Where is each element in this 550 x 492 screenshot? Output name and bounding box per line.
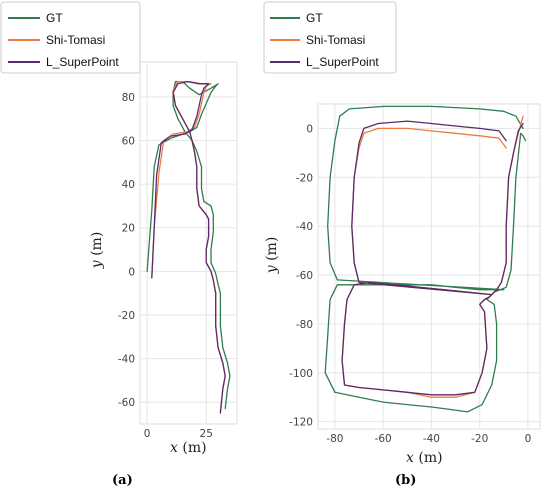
x-tick-label-a: 25 [200, 428, 213, 440]
y-tick-label-a: 20 [122, 223, 135, 235]
series-line-l-superpoint-b [341, 120, 524, 396]
panel-b: -80 -60 -40 -20 0 0 -20 -40 -60 -80 -100 -120 x (m)… [263, 1, 541, 488]
panel-a-xlabel: x (m) [170, 440, 207, 456]
x-tick-label-a: 0 [144, 428, 151, 440]
y-tick-label-a: 40 [122, 179, 135, 191]
legend-b-gt-label: GT [306, 11, 323, 25]
panel-b-xlabel: x (m) [406, 450, 443, 466]
y-tick-label-a: 80 [122, 92, 135, 104]
legend-a: GT Shi-Tomasi L_SuperPoint [0, 1, 141, 74]
legend-b-shi-label: Shi-Tomasi [306, 33, 365, 47]
y-tick-label-a: -60 [118, 397, 135, 409]
y-tick-label-b: -120 [289, 417, 313, 429]
x-tick-label-b: -80 [326, 433, 343, 445]
panel-a-ticks: 0 25 80 60 40 20 0 -20 -40 -60 [118, 92, 213, 440]
x-tick-label-b: -60 [375, 433, 392, 445]
y-tick-label-a: 60 [122, 136, 135, 148]
y-tick-label-a: -20 [118, 310, 135, 322]
y-tick-label-b: -100 [289, 368, 313, 380]
y-tick-label-b: -60 [296, 270, 313, 282]
y-tick-label-b: 0 [306, 123, 313, 135]
y-tick-label-b: -40 [296, 221, 313, 233]
panel-b-ylabel: y (m) [264, 237, 280, 275]
y-tick-label-b: -20 [296, 172, 313, 184]
panel-a-plot-area [139, 61, 238, 425]
panel-a-lines [146, 80, 231, 414]
series-line-l-superpoint-a [151, 80, 226, 414]
y-tick-label-b: -80 [296, 319, 313, 331]
panel-b-ticks: -80 -60 -40 -20 0 0 -20 -40 -60 -80 -100 -120 [289, 123, 531, 445]
x-tick-label-b: -20 [471, 433, 488, 445]
panel-a: 0 25 80 60 40 20 0 -20 -40 -60 x (m) y (m) (a) GT… [0, 1, 238, 488]
x-tick-label-b: 0 [525, 433, 532, 445]
legend-a-gt-label: GT [46, 11, 63, 25]
panel-b-grid [318, 104, 540, 429]
panel-a-ylabel: y (m) [89, 232, 105, 270]
panel-a-label: (a) [112, 473, 133, 488]
panel-b-plot-area [317, 103, 541, 430]
y-tick-label-a: 0 [128, 266, 135, 278]
legend-a-shi-label: Shi-Tomasi [46, 33, 105, 47]
legend-b: GT Shi-Tomasi L_SuperPoint [263, 1, 397, 74]
panel-b-lines [324, 105, 527, 413]
legend-b-lsp-label: L_SuperPoint [306, 55, 379, 69]
panel-b-label: (b) [395, 473, 416, 488]
y-tick-label-a: -40 [118, 354, 135, 366]
legend-a-lsp-label: L_SuperPoint [46, 55, 119, 69]
x-tick-label-b: -40 [423, 433, 440, 445]
